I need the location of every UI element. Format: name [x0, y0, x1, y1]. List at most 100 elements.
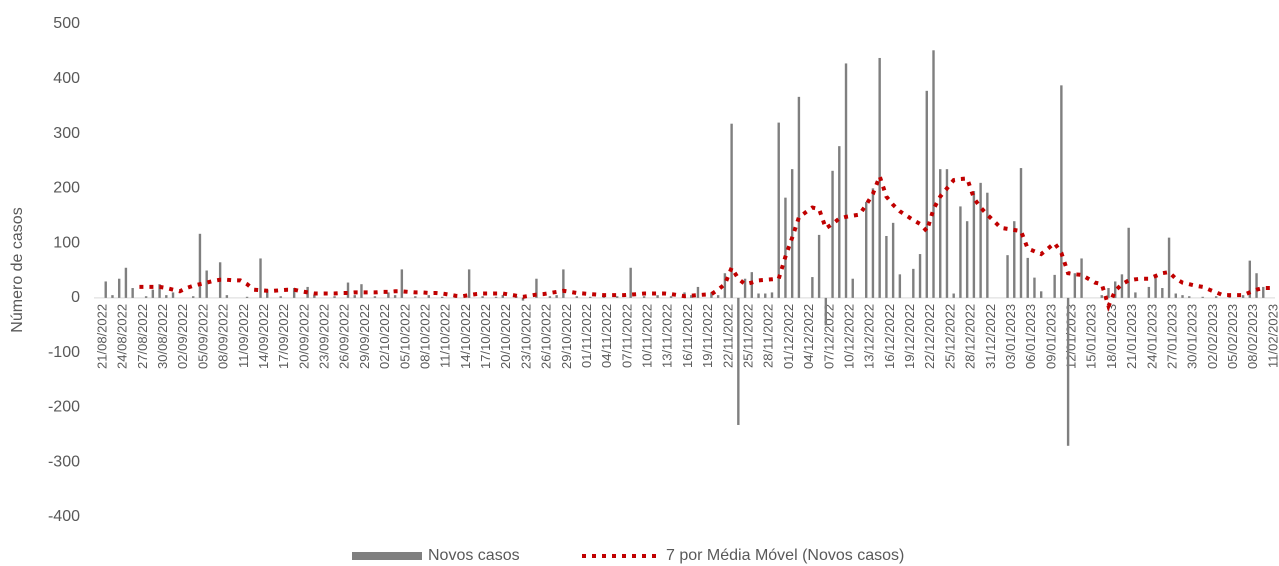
bar: [1201, 296, 1204, 298]
bar: [1039, 291, 1043, 298]
bar: [959, 206, 962, 298]
y-tick-label: 200: [53, 180, 80, 197]
x-tick-label: 28/12/2022: [963, 304, 978, 369]
x-tick-label: 08/02/2023: [1245, 304, 1260, 369]
bar: [790, 169, 794, 298]
bar: [427, 295, 430, 298]
bar: [441, 296, 444, 298]
bar: [669, 296, 673, 298]
bar: [333, 296, 336, 298]
x-tick-label: 05/02/2023: [1225, 304, 1240, 369]
x-tick-label: 03/01/2023: [1003, 304, 1018, 369]
x-tick-label: 09/01/2023: [1043, 304, 1058, 369]
bar: [898, 274, 902, 298]
x-tick-label: 10/12/2022: [841, 304, 856, 369]
x-tick-label: 19/11/2022: [700, 304, 715, 368]
x-tick-label: 17/09/2022: [276, 304, 291, 369]
bar: [292, 288, 296, 298]
bar: [844, 63, 848, 298]
bar: [373, 296, 377, 298]
bar: [965, 221, 969, 298]
x-tick-label: 25/11/2022: [741, 304, 756, 368]
bar: [104, 281, 107, 298]
bar: [1255, 273, 1258, 298]
x-tick-label: 11/09/2022: [236, 304, 251, 368]
bar: [1013, 221, 1016, 298]
bar: [346, 282, 350, 298]
bar: [1060, 85, 1063, 298]
bar: [414, 296, 417, 298]
bar: [737, 297, 740, 425]
y-tick-label: -200: [48, 399, 80, 416]
bar: [1134, 292, 1137, 298]
bar: [945, 169, 949, 298]
x-tick-label: 13/11/2022: [660, 304, 675, 368]
bar: [360, 284, 363, 298]
y-tick-label: -300: [48, 453, 80, 470]
x-tick-label: 11/02/2023: [1265, 304, 1279, 368]
x-tick-label: 07/12/2022: [821, 304, 836, 369]
bar: [831, 170, 834, 298]
bar: [111, 295, 114, 298]
bar: [629, 267, 632, 298]
y-tick-label: 500: [53, 15, 80, 32]
x-tick-label: 08/09/2022: [216, 304, 231, 369]
bar: [811, 277, 814, 298]
bar: [589, 296, 592, 298]
x-tick-label: 08/10/2022: [417, 304, 432, 369]
x-tick-label: 25/12/2022: [942, 304, 957, 369]
bar: [1127, 227, 1130, 298]
moving-average-line: [139, 170, 1270, 312]
x-tick-label: 26/10/2022: [539, 304, 554, 369]
bar: [198, 233, 202, 298]
bar: [501, 295, 504, 298]
bar: [1026, 257, 1029, 298]
bar: [972, 191, 976, 298]
bar: [1248, 260, 1252, 298]
legend-swatch: [352, 552, 422, 560]
bar: [124, 267, 128, 298]
bar: [535, 278, 538, 298]
x-tick-label: 05/10/2022: [397, 304, 412, 369]
x-tick-label: 18/01/2023: [1104, 304, 1119, 369]
x-tick-label: 23/10/2022: [518, 304, 533, 369]
bar: [851, 278, 854, 298]
bar: [939, 169, 942, 298]
bar: [279, 296, 282, 298]
x-tick-label: 05/09/2022: [195, 304, 210, 369]
x-tick-label: 20/10/2022: [498, 304, 513, 369]
bar: [521, 297, 525, 301]
bar: [952, 293, 955, 298]
x-tick-label: 17/10/2022: [478, 304, 493, 369]
bar: [1033, 277, 1036, 298]
bar: [158, 284, 161, 298]
bar: [400, 269, 404, 298]
bar: [467, 269, 471, 298]
legend-label: 7 por Média Móvel (Novos casos): [666, 547, 904, 564]
x-tick-label: 14/09/2022: [256, 304, 271, 369]
bar: [1214, 296, 1218, 298]
bar: [986, 192, 989, 298]
bar: [730, 123, 733, 298]
bar: [151, 289, 155, 298]
bar: [1147, 286, 1151, 298]
bar: [656, 295, 659, 298]
bar: [1080, 258, 1083, 298]
x-tick-label: 20/09/2022: [296, 304, 311, 369]
bar: [817, 234, 821, 298]
bar: [918, 254, 922, 298]
bar: [1100, 295, 1103, 298]
x-tick-label: 24/01/2023: [1144, 304, 1159, 369]
bar: [770, 292, 774, 298]
bar: [165, 295, 168, 298]
bar: [1167, 237, 1171, 298]
y-tick-label: 300: [53, 125, 80, 142]
y-tick-label: -400: [48, 508, 80, 525]
bar: [912, 268, 915, 298]
x-tick-label: 16/11/2022: [680, 304, 695, 368]
y-tick-label: -100: [48, 344, 80, 361]
bar: [353, 295, 356, 298]
x-tick-label: 28/11/2022: [761, 304, 776, 368]
bar: [616, 296, 619, 298]
bar: [117, 278, 121, 298]
